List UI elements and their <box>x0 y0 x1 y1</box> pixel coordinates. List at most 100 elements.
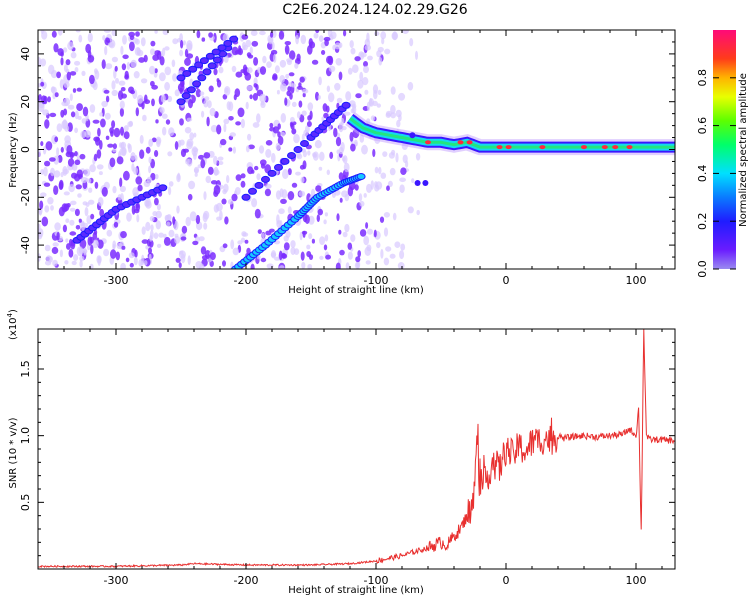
heatmap-noise-cell <box>345 91 352 101</box>
heatmap-noise-cell <box>361 144 368 155</box>
heatmap-noise-cell <box>283 235 289 242</box>
heatmap-noise-cell <box>256 173 261 181</box>
heatmap-noise-cell <box>174 235 181 244</box>
heatmap-noise-cell <box>342 231 348 238</box>
heatmap-noise-cell <box>159 72 166 82</box>
heatmap-noise-cell <box>127 121 133 128</box>
top-x-axis-label: Height of straight line (km) <box>288 285 424 296</box>
heatmap-noise-cell <box>376 50 382 58</box>
heatmap-noise-cell <box>318 35 324 42</box>
heatmap-noise-cell <box>311 238 315 244</box>
heatmap-noise-cell <box>149 216 155 222</box>
heatmap-noise-cell <box>399 177 406 183</box>
heatmap-noise-cell <box>61 120 69 130</box>
chart-title: C2E6.2024.124.02.29.G26 <box>282 2 467 18</box>
heatmap-noise-cell <box>115 77 119 84</box>
heatmap-noise-cell <box>222 243 228 249</box>
heatmap-noise-cell <box>104 112 111 120</box>
heatmap-noise-cell <box>251 198 258 208</box>
heatmap-noise-cell <box>70 52 77 59</box>
heatmap-noise-cell <box>302 230 306 238</box>
colorbar-gradient <box>713 30 736 269</box>
heatmap-noise-cell <box>164 66 172 76</box>
heatmap-noise-cell <box>73 254 79 261</box>
heatmap-noise-cell <box>153 232 159 239</box>
heatmap-noise-cell <box>69 207 76 212</box>
heatmap-noise-cell <box>315 185 322 192</box>
heatmap-hot-spot <box>581 145 587 150</box>
heatmap-noise-cell <box>382 151 388 158</box>
heatmap-noise-cell <box>108 42 114 48</box>
heatmap-noise-cell <box>313 32 319 39</box>
heatmap-noise-cell <box>112 240 117 249</box>
heatmap-noise-cell <box>359 200 365 207</box>
heatmap-noise-cell <box>200 159 206 169</box>
heatmap-noise-cell <box>121 245 126 250</box>
heatmap-noise-cell <box>343 30 347 37</box>
heatmap-noise-cell <box>141 100 145 110</box>
heatmap-noise-cell <box>284 41 291 46</box>
x-tick-label: 100 <box>626 574 647 587</box>
x-tick-label: -300 <box>104 574 129 587</box>
heatmap-noise-cell <box>207 100 212 109</box>
heatmap-noise-cell <box>242 41 246 51</box>
heatmap-noise-cell <box>155 220 161 230</box>
bottom-x-axis-label: Height of straight line (km) <box>288 585 424 596</box>
heatmap-noise-cell <box>58 206 65 217</box>
heatmap-streak-cell <box>182 70 192 77</box>
heatmap-noise-cell <box>400 243 406 251</box>
heatmap-noise-cell <box>349 40 354 49</box>
heatmap-noise-cell <box>237 240 243 245</box>
heatmap-noise-cell <box>137 184 143 192</box>
heatmap-noise-cell <box>223 123 227 133</box>
y-tick-label: -20 <box>19 188 32 206</box>
heatmap-noise-cell <box>133 208 140 214</box>
heatmap-noise-cell <box>336 213 340 222</box>
heatmap-noise-cell <box>110 130 114 137</box>
heatmap-noise-cell <box>280 131 286 137</box>
heatmap-noise-cell <box>136 214 140 223</box>
heatmap-noise-cell <box>343 162 350 173</box>
heatmap-noise-cell <box>390 86 396 95</box>
heatmap-streak-cell <box>267 169 277 177</box>
colorbar-tick-label: 0.0 <box>696 260 709 278</box>
heatmap-noise-cell <box>158 232 165 238</box>
heatmap-noise-cell <box>135 176 143 185</box>
heatmap-noise-cell <box>65 59 71 66</box>
heatmap-noise-cell <box>128 31 136 37</box>
heatmap-noise-cell <box>112 148 117 153</box>
heatmap-noise-cell <box>347 242 353 250</box>
heatmap-noise-cell <box>98 171 103 176</box>
heatmap-noise-cell <box>309 41 316 49</box>
heatmap-noise-cell <box>191 146 198 157</box>
heatmap-noise-cell <box>69 93 73 101</box>
heatmap-noise-cell <box>76 246 84 257</box>
heatmap-noise-cell <box>209 252 216 261</box>
bottom-plot-frame <box>37 328 676 570</box>
heatmap-noise-cell <box>84 130 92 138</box>
heatmap-noise-cell <box>295 34 299 45</box>
heatmap-noise-cell <box>87 55 95 63</box>
heatmap-streak-cell <box>186 86 196 94</box>
heatmap-noise-cell <box>195 214 201 225</box>
heatmap-noise-cell <box>156 243 162 248</box>
heatmap-noise-cell <box>319 236 326 246</box>
heatmap-noise-cell <box>377 89 382 95</box>
heatmap-noise-cell <box>415 153 421 161</box>
heatmap-noise-cell <box>184 57 191 66</box>
heatmap-noise-cell <box>155 210 162 219</box>
heatmap-noise-cell <box>94 68 98 74</box>
heatmap-noise-cell <box>380 31 387 40</box>
heatmap-noise-cell <box>231 65 237 73</box>
heatmap-noise-cell <box>237 107 245 118</box>
heatmap-noise-cell <box>338 229 342 235</box>
heatmap-noise-cell <box>179 49 184 57</box>
heatmap-noise-cell <box>89 74 95 85</box>
heatmap-streak-cell <box>202 68 212 76</box>
heatmap-noise-cell <box>380 248 384 259</box>
heatmap-noise-cell <box>125 257 130 263</box>
heatmap-noise-cell <box>199 91 205 96</box>
heatmap-noise-cell <box>385 110 392 117</box>
heatmap-noise-cell <box>366 183 372 193</box>
heatmap-hot-spot <box>539 145 546 150</box>
